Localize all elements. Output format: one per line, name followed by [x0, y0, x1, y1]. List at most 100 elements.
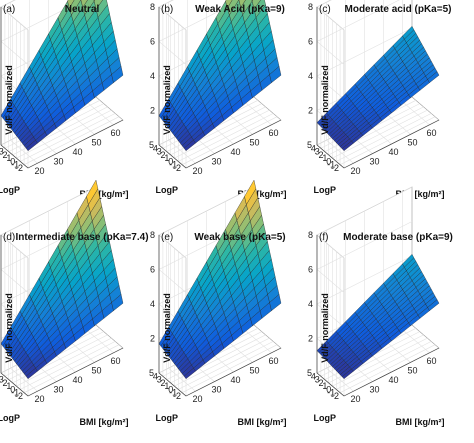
axes [316, 7, 440, 169]
surface-patch [225, 0, 233, 9]
panel-title: Moderate acid (pKa=5) [345, 4, 452, 15]
y-tick-label: -1 [327, 388, 335, 398]
panel-letter: (b) [161, 4, 173, 15]
surface-patch [111, 294, 124, 312]
z-axis-label: Vd/F normalized [320, 293, 330, 363]
x-tick-label: 20 [350, 166, 360, 176]
y-axis-label: LogP [156, 413, 179, 423]
x-tick-label: 60 [426, 356, 436, 366]
x-axis-label: BMI [kg/m²] [238, 189, 287, 199]
y-tick-label: 4 [153, 371, 158, 381]
z-tick-label: 2 [308, 106, 313, 116]
z-tick-label: 6 [150, 37, 155, 47]
y-tick-label: 4 [153, 143, 158, 153]
x-tick-label: 60 [426, 128, 436, 138]
y-tick-label: 2 [319, 150, 324, 160]
surface [316, 26, 440, 152]
z-tick-label: 4 [150, 71, 155, 81]
y-axis-label: LogP [0, 185, 20, 195]
z-tick-label: 2 [150, 334, 155, 344]
axes [158, 235, 282, 397]
y-tick-label: 3 [0, 147, 4, 157]
y-tick-label: 3 [315, 375, 320, 385]
y-axis-label: LogP [0, 413, 20, 423]
x-tick-label: 30 [53, 157, 63, 167]
y-tick-label: -2 [15, 163, 23, 173]
x-tick-label: 50 [407, 137, 417, 147]
x-tick-label: 40 [230, 147, 240, 157]
y-tick-label: 0 [168, 384, 173, 394]
y-tick-label: -1 [11, 388, 19, 398]
x-tick-label: 30 [369, 157, 379, 167]
z-axis-label: Vd/F normalized [162, 65, 172, 135]
surface-patch [80, 0, 88, 8]
y-tick-label: 0 [10, 156, 15, 166]
x-axis-label: BMI [kg/m²] [238, 417, 287, 427]
surface-patch [67, 0, 75, 9]
y-tick-label: 1 [164, 153, 169, 163]
y-axis-label: LogP [156, 185, 179, 195]
x-tick-label: 30 [369, 385, 379, 395]
y-tick-label: 1 [322, 153, 327, 163]
surface [316, 254, 440, 380]
panel-letter: (e) [161, 232, 173, 243]
x-tick-label: 30 [211, 157, 221, 167]
y-axis-label: LogP [314, 413, 337, 423]
x-tick-label: 60 [110, 128, 120, 138]
z-tick-label: 6 [308, 265, 313, 275]
surface [0, 179, 124, 380]
z-tick-label: 2 [150, 106, 155, 116]
axes [316, 235, 440, 397]
y-tick-label: -1 [327, 160, 335, 170]
x-tick-label: 40 [388, 147, 398, 157]
y-tick-label: 4 [311, 143, 316, 153]
x-tick-label: 50 [407, 365, 417, 375]
z-tick-label: 4 [150, 299, 155, 309]
z-tick-label: 8 [150, 230, 155, 240]
x-axis-label: BMI [kg/m²] [396, 189, 445, 199]
z-tick-label: 2 [308, 334, 313, 344]
y-tick-label: -2 [331, 391, 339, 401]
surface-patch [269, 294, 282, 312]
panel-letter: (d) [3, 232, 15, 243]
x-tick-label: 50 [249, 137, 259, 147]
axes [158, 7, 282, 169]
x-tick-label: 40 [72, 375, 82, 385]
y-tick-label: 0 [168, 156, 173, 166]
y-tick-label: 3 [157, 147, 162, 157]
x-tick-label: 20 [192, 166, 202, 176]
z-axis-label: Vd/F normalized [4, 65, 14, 135]
x-tick-label: 20 [34, 394, 44, 404]
panel-title: Intermediate base (pKa=7.4) [15, 232, 148, 243]
y-tick-label: 1 [322, 381, 327, 391]
surface-patch [269, 66, 282, 84]
axes [0, 7, 124, 169]
y-tick-label: -2 [173, 391, 181, 401]
z-axis-label: Vd/F normalized [162, 293, 172, 363]
x-tick-label: 20 [34, 166, 44, 176]
x-tick-label: 50 [91, 137, 101, 147]
surface-patch [427, 299, 440, 311]
z-tick-label: 8 [308, 2, 313, 12]
z-tick-label: 4 [308, 299, 313, 309]
y-tick-label: 5 [149, 140, 154, 150]
panel-title: Weak base (pKa=5) [194, 232, 285, 243]
x-tick-label: 40 [230, 375, 240, 385]
x-axis-label: BMI [kg/m²] [396, 417, 445, 427]
z-tick-label: 6 [308, 37, 313, 47]
z-axis-label: Vd/F normalized [320, 65, 330, 135]
x-tick-label: 30 [53, 385, 63, 395]
y-tick-label: 0 [10, 384, 15, 394]
surface-patch [427, 71, 440, 83]
panel-title: Weak Acid (pKa=9) [195, 4, 285, 15]
y-tick-label: 2 [161, 378, 166, 388]
axes [0, 235, 124, 397]
y-tick-label: 1 [6, 153, 11, 163]
y-tick-label: 2 [3, 378, 8, 388]
panel-letter: (a) [3, 4, 15, 15]
x-tick-label: 50 [91, 365, 101, 375]
